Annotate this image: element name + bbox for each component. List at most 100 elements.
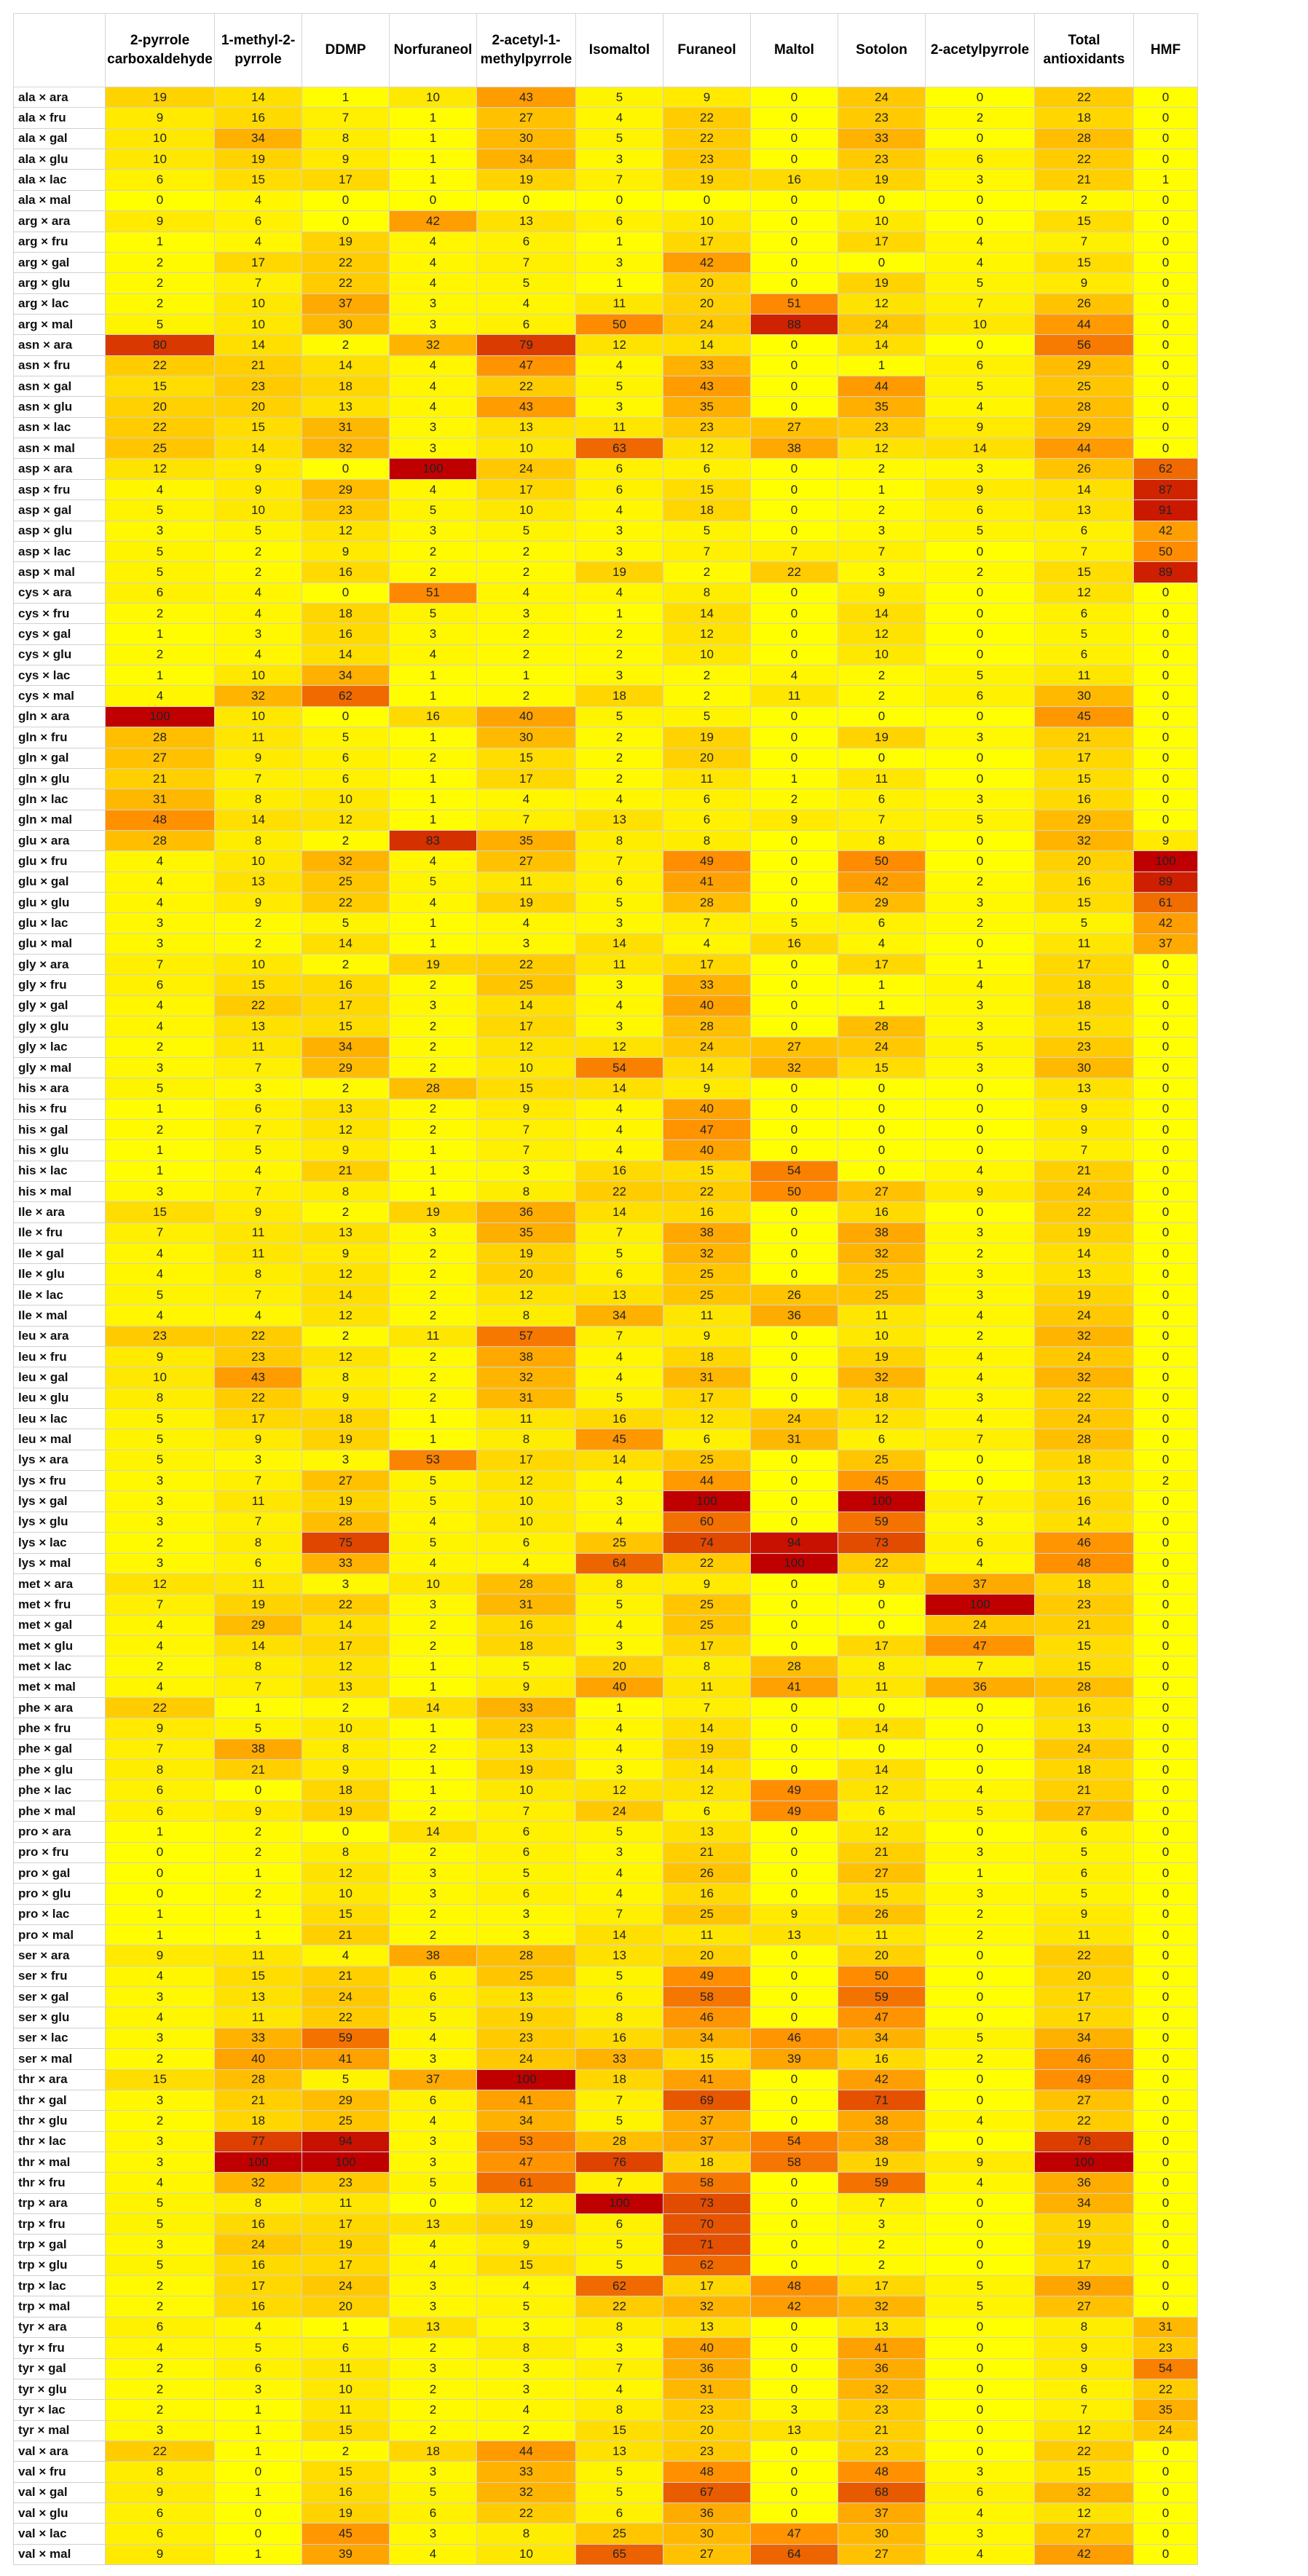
heatmap-cell: 0 bbox=[925, 850, 1035, 872]
heatmap-cell: 13 bbox=[389, 2316, 477, 2339]
heatmap-cell: 17 bbox=[838, 231, 926, 253]
heatmap-cell: 45 bbox=[575, 1429, 663, 1450]
heatmap-cell: 5 bbox=[925, 520, 1035, 542]
heatmap-cell: 0 bbox=[302, 1821, 390, 1843]
heatmap-cell: 17 bbox=[476, 767, 576, 790]
heatmap-cell: 25 bbox=[302, 871, 390, 893]
heatmap-cell: 0 bbox=[750, 210, 838, 232]
heatmap-cell: 73 bbox=[838, 1532, 926, 1554]
heatmap-cell: 15 bbox=[1034, 561, 1134, 583]
heatmap-cell: 50 bbox=[1133, 540, 1198, 563]
heatmap-cell: 0 bbox=[750, 107, 838, 129]
heatmap-cell: 2 bbox=[105, 251, 215, 274]
heatmap-cell: 1 bbox=[105, 1139, 215, 1161]
heatmap-table-container: 2-pyrrole carboxaldehyde 1-methyl-2-pyrro… bbox=[13, 13, 1198, 2566]
table-row: leu × ara 23 22 2 11 57 7 9 0 10 2 32 0 bbox=[13, 1325, 1198, 1347]
heatmap-cell: 7 bbox=[302, 107, 390, 129]
heatmap-cell: 18 bbox=[663, 499, 751, 521]
heatmap-cell: 16 bbox=[663, 1201, 751, 1223]
heatmap-cell: 2 bbox=[389, 2419, 477, 2441]
heatmap-cell: 26 bbox=[1034, 293, 1134, 315]
heatmap-cell: 3 bbox=[838, 2213, 926, 2235]
heatmap-cell: 6 bbox=[476, 1532, 576, 1554]
heatmap-cell: 0 bbox=[1133, 334, 1198, 356]
heatmap-cell: 0 bbox=[750, 520, 838, 542]
heatmap-cell: 11 bbox=[214, 2007, 302, 2028]
heatmap-cell: 8 bbox=[302, 127, 390, 150]
table-row: val × fru 8 0 15 3 33 5 48 0 48 3 15 0 bbox=[13, 2461, 1198, 2483]
row-label: phe × lac bbox=[13, 1779, 106, 1801]
heatmap-cell: 28 bbox=[1034, 1676, 1134, 1699]
row-label: arg × gal bbox=[13, 251, 106, 274]
heatmap-cell: 1 bbox=[214, 2481, 302, 2504]
heatmap-cell: 5 bbox=[476, 272, 576, 294]
heatmap-cell: 14 bbox=[575, 933, 663, 955]
heatmap-cell: 14 bbox=[302, 355, 390, 377]
heatmap-cell: 9 bbox=[214, 1429, 302, 1450]
heatmap-cell: 9 bbox=[105, 1718, 215, 1739]
heatmap-cell: 58 bbox=[750, 2151, 838, 2173]
heatmap-cell: 0 bbox=[476, 189, 576, 212]
heatmap-cell: 53 bbox=[476, 2130, 576, 2152]
heatmap-cell: 12 bbox=[575, 1779, 663, 1801]
heatmap-cell: 12 bbox=[838, 623, 926, 645]
heatmap-cell: 34 bbox=[1034, 2192, 1134, 2215]
heatmap-cell: 9 bbox=[302, 149, 390, 170]
row-label: trp × fru bbox=[13, 2213, 106, 2235]
row-label: val × ara bbox=[13, 2440, 106, 2462]
heatmap-cell: 16 bbox=[1034, 871, 1134, 893]
heatmap-cell: 28 bbox=[663, 892, 751, 914]
heatmap-cell: 1 bbox=[389, 767, 477, 790]
heatmap-cell: 12 bbox=[302, 1305, 390, 1327]
column-header: 1-methyl-2-pyrrole bbox=[214, 13, 302, 87]
heatmap-cell: 0 bbox=[750, 2481, 838, 2504]
heatmap-cell: 16 bbox=[214, 107, 302, 129]
heatmap-cell: 11 bbox=[476, 871, 576, 893]
heatmap-cell: 5 bbox=[105, 499, 215, 521]
row-label: thr × ara bbox=[13, 2069, 106, 2090]
heatmap-cell: 3 bbox=[476, 2358, 576, 2379]
heatmap-cell: 0 bbox=[1133, 2543, 1198, 2566]
heatmap-cell: 22 bbox=[838, 1552, 926, 1574]
heatmap-cell: 19 bbox=[389, 954, 477, 976]
heatmap-cell: 17 bbox=[1034, 1986, 1134, 2008]
heatmap-cell: 73 bbox=[663, 2192, 751, 2215]
heatmap-cell: 0 bbox=[1133, 210, 1198, 232]
heatmap-cell: 18 bbox=[663, 2151, 751, 2173]
heatmap-cell: 4 bbox=[575, 1098, 663, 1120]
heatmap-cell: 22 bbox=[476, 2502, 576, 2524]
heatmap-cell: 2 bbox=[925, 107, 1035, 129]
heatmap-cell: 11 bbox=[389, 1325, 477, 1347]
heatmap-cell: 45 bbox=[838, 1470, 926, 1492]
heatmap-cell: 23 bbox=[663, 149, 751, 170]
heatmap-cell: 23 bbox=[214, 376, 302, 398]
heatmap-cell: 3 bbox=[105, 1181, 215, 1203]
table-row: Ile × glu 4 8 12 2 20 6 25 0 25 3 13 0 bbox=[13, 1263, 1198, 1285]
heatmap-cell: 64 bbox=[750, 2543, 838, 2566]
heatmap-cell: 2 bbox=[214, 912, 302, 934]
heatmap-cell: 0 bbox=[1133, 2192, 1198, 2215]
heatmap-cell: 44 bbox=[476, 2440, 576, 2462]
heatmap-cell: 0 bbox=[838, 1738, 926, 1761]
row-label: asn × gal bbox=[13, 376, 106, 398]
heatmap-cell: 2 bbox=[389, 540, 477, 563]
heatmap-cell: 6 bbox=[214, 2358, 302, 2379]
heatmap-cell: 4 bbox=[389, 355, 477, 377]
heatmap-cell: 9 bbox=[663, 1325, 751, 1347]
heatmap-cell: 2 bbox=[389, 1305, 477, 1327]
column-header: Furaneol bbox=[663, 13, 751, 87]
heatmap-cell: 47 bbox=[663, 1118, 751, 1141]
heatmap-cell: 4 bbox=[105, 1965, 215, 1988]
heatmap-cell: 9 bbox=[214, 1201, 302, 1223]
heatmap-cell: 2 bbox=[476, 623, 576, 645]
heatmap-cell: 22 bbox=[302, 272, 390, 294]
heatmap-cell: 0 bbox=[1133, 1573, 1198, 1595]
heatmap-cell: 47 bbox=[925, 1635, 1035, 1657]
heatmap-cell: 9 bbox=[302, 1243, 390, 1265]
table-row: ala × glu 10 19 9 1 34 3 23 0 23 6 22 0 bbox=[13, 149, 1198, 170]
heatmap-cell: 10 bbox=[214, 499, 302, 521]
heatmap-cell: 7 bbox=[105, 1738, 215, 1761]
heatmap-cell: 0 bbox=[750, 2069, 838, 2090]
heatmap-cell: 0 bbox=[750, 1490, 838, 1512]
heatmap-cell: 3 bbox=[476, 933, 576, 955]
